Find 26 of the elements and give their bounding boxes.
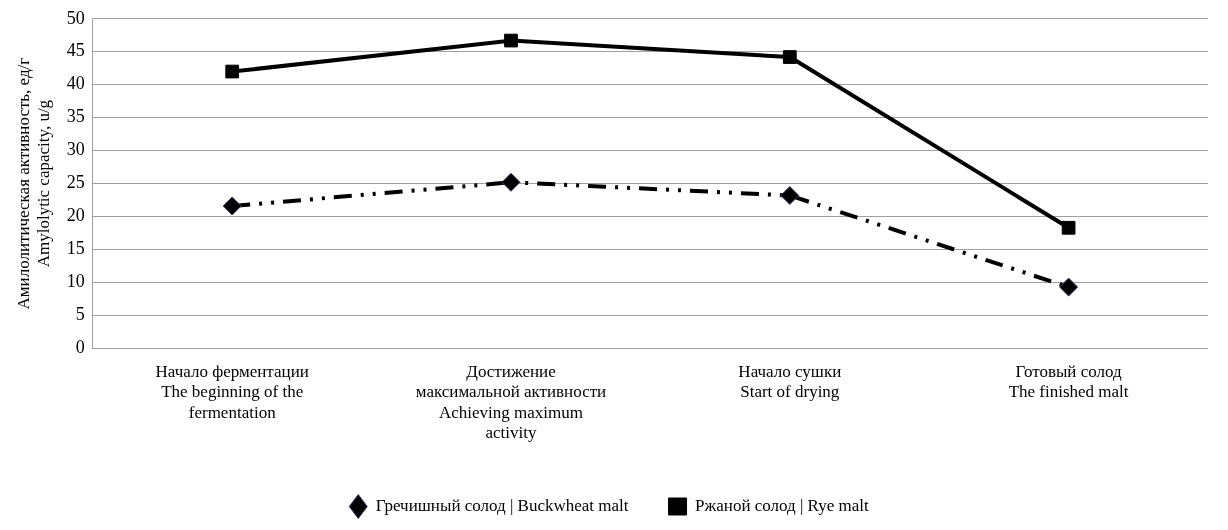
point — [1059, 277, 1079, 297]
x-tick-label: Начало ферментации The beginning of the fermentation — [155, 362, 309, 422]
y-tick-label: 40 — [66, 73, 85, 94]
y-tick-label: 0 — [75, 337, 85, 358]
x-tick-label: Готовый солод The finished malt — [1008, 362, 1129, 402]
y-tick-label: 5 — [75, 304, 85, 325]
y-tick-label: 10 — [66, 271, 85, 292]
point — [225, 64, 240, 79]
y-tick-label: 15 — [66, 238, 85, 259]
legend-label: Гречишный солод | Buckwheat malt — [375, 495, 629, 515]
point — [782, 50, 797, 64]
point — [1061, 220, 1076, 235]
y-tick-label: 35 — [66, 106, 85, 127]
point — [780, 185, 800, 205]
legend-label: Ржаной солод | Rye malt — [695, 495, 870, 515]
x-tick-label: Начало сушки Start of drying — [738, 362, 842, 402]
y-axis-title: Амилолитическая активность, ед/г Amylolytic capacity, u/g — [13, 57, 54, 310]
y-tick-label: 25 — [66, 172, 85, 193]
x-tick-label: Достижение максимальной активности Achieving maximum activity — [415, 362, 607, 443]
y-tick-label: 50 — [66, 7, 85, 28]
point — [501, 172, 521, 192]
y-tick-label: 45 — [66, 40, 85, 61]
y-tick-label: 20 — [66, 205, 85, 226]
y-tick-label: 30 — [66, 139, 85, 160]
point — [504, 33, 518, 48]
point — [222, 196, 242, 216]
